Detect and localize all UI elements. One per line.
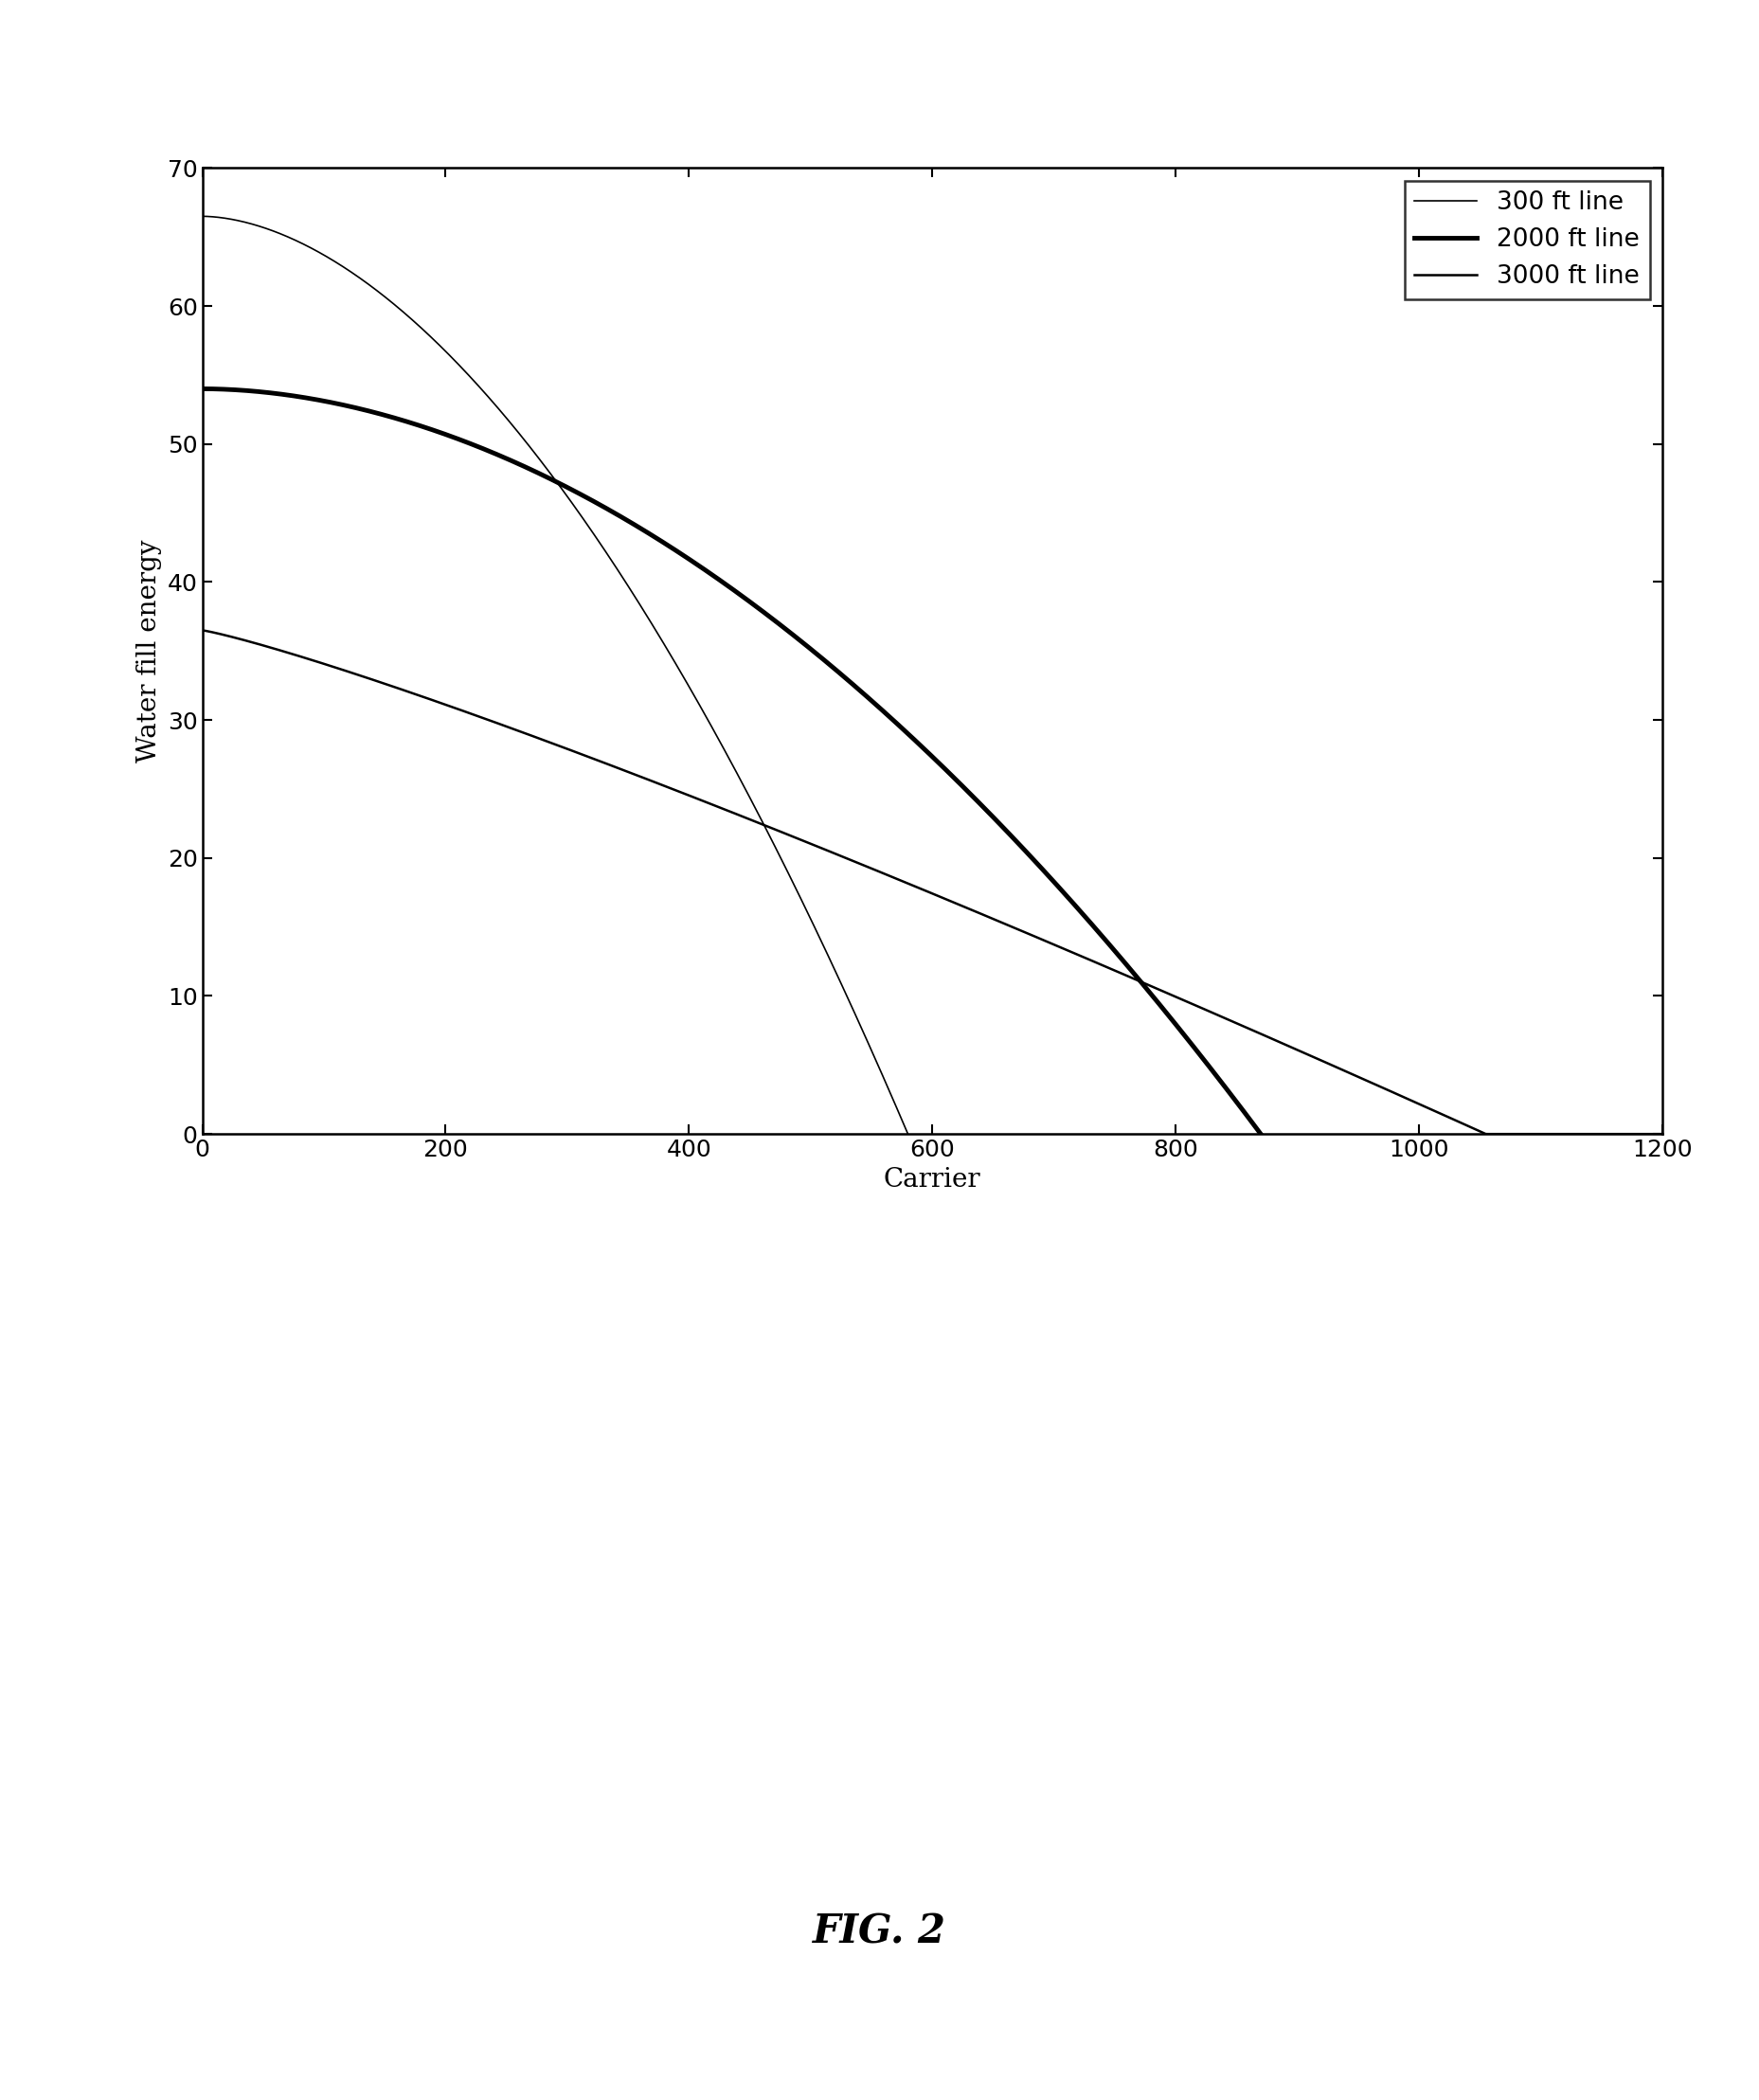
- 2000 ft line: [192, 376, 213, 401]
- 300 ft line: [675, 670, 697, 695]
- 3000 ft line: [1476, 1121, 1497, 1147]
- 2000 ft line: [918, 741, 939, 766]
- Line: 2000 ft line: 2000 ft line: [202, 388, 1261, 1134]
- 3000 ft line: [825, 842, 846, 867]
- 3000 ft line: [438, 693, 459, 718]
- 2000 ft line: [1036, 861, 1057, 886]
- 3000 ft line: [684, 785, 705, 811]
- 300 ft line: [742, 790, 763, 815]
- Text: FIG. 2: FIG. 2: [813, 1913, 946, 1951]
- 300 ft line: [897, 1121, 918, 1147]
- 3000 ft line: [989, 909, 1010, 935]
- 2000 ft line: [299, 386, 320, 412]
- 3000 ft line: [385, 674, 406, 699]
- 3000 ft line: [959, 897, 980, 922]
- 2000 ft line: [619, 510, 640, 536]
- Line: 300 ft line: 300 ft line: [202, 216, 908, 1134]
- 2000 ft line: [1017, 840, 1038, 865]
- 300 ft line: [503, 414, 524, 439]
- Line: 3000 ft line: 3000 ft line: [202, 630, 1662, 1134]
- 2000 ft line: [1251, 1121, 1272, 1147]
- 300 ft line: [192, 204, 213, 229]
- 2000 ft line: [658, 533, 679, 559]
- 300 ft line: [264, 218, 285, 244]
- 3000 ft line: [192, 617, 213, 643]
- Legend: 300 ft line, 2000 ft line, 3000 ft line: 300 ft line, 2000 ft line, 3000 ft line: [1404, 181, 1650, 300]
- 300 ft line: [755, 815, 776, 840]
- Y-axis label: Water fill energy: Water fill energy: [137, 540, 162, 762]
- X-axis label: Carrier: Carrier: [883, 1168, 982, 1193]
- 300 ft line: [477, 384, 498, 410]
- 3000 ft line: [1652, 1121, 1673, 1147]
